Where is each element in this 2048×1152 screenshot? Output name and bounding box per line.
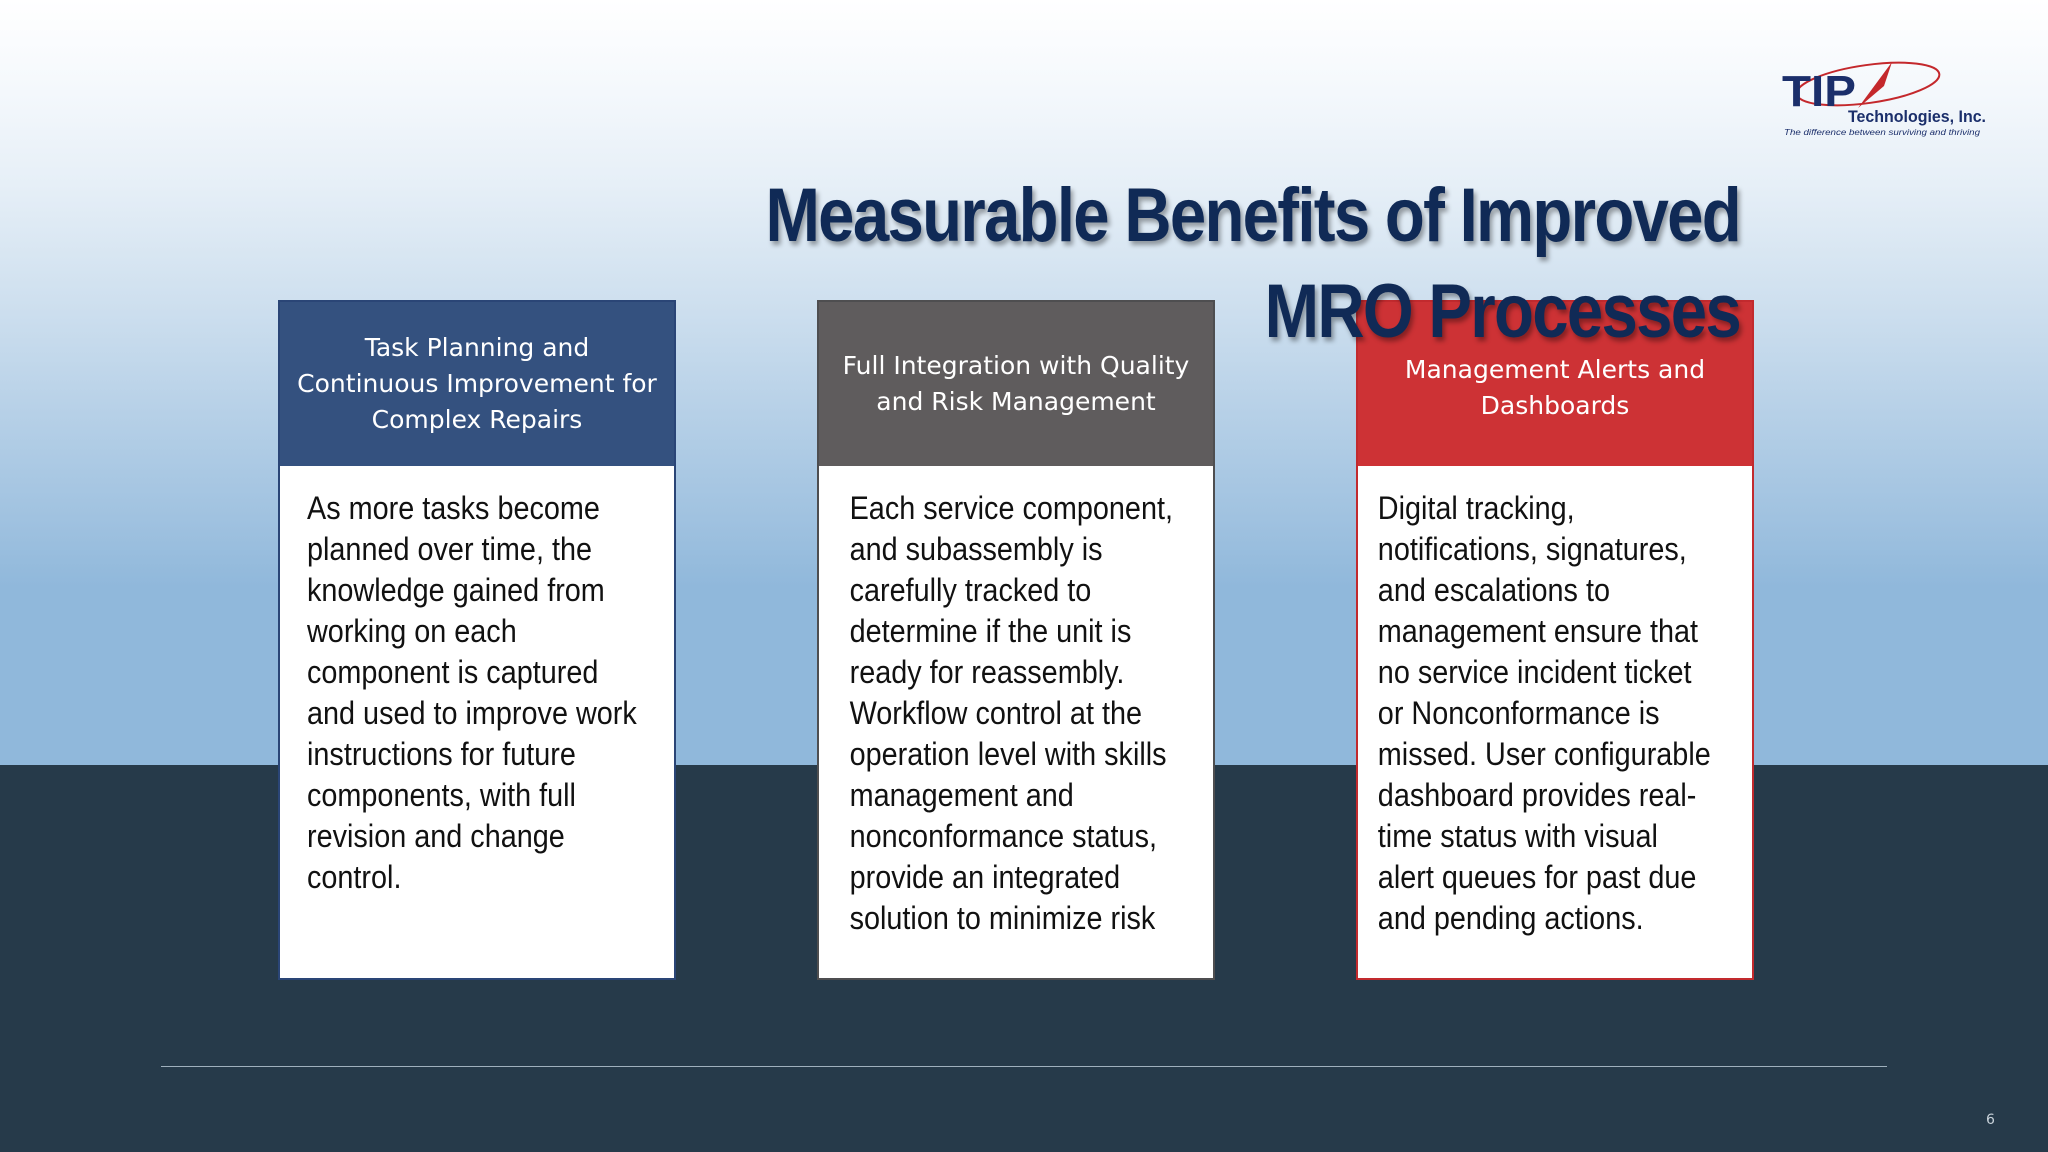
card-heading: Management Alerts and Dashboards: [1358, 302, 1752, 466]
logo-brand: TIP: [1782, 67, 1856, 116]
card-heading: Task Planning and Continuous Improvement…: [280, 302, 674, 466]
logo-tagline: The difference between surviving and thr…: [1784, 128, 1981, 137]
footer-divider: [161, 1066, 1887, 1067]
card-body: As more tasks become planned over time, …: [307, 490, 637, 895]
slide-title: Measurable Benefits of Improved MRO Proc…: [765, 173, 1741, 354]
company-logo: TIP Technologies, Inc. The difference be…: [1780, 56, 1990, 142]
benefit-card-task-planning: Task Planning and Continuous Improvement…: [278, 300, 676, 980]
benefit-card-management-alerts: Management Alerts and Dashboards Digital…: [1356, 300, 1754, 980]
benefit-card-quality-integration: Full Integration with Quality and Risk M…: [817, 300, 1215, 980]
card-body: Each service component, and subassembly …: [849, 490, 1173, 936]
card-heading: Full Integration with Quality and Risk M…: [819, 302, 1213, 466]
logo-name: Technologies, Inc.: [1848, 107, 1986, 126]
card-body: Digital tracking, notifications, signatu…: [1377, 490, 1711, 936]
page-number: 6: [1986, 1112, 1995, 1128]
